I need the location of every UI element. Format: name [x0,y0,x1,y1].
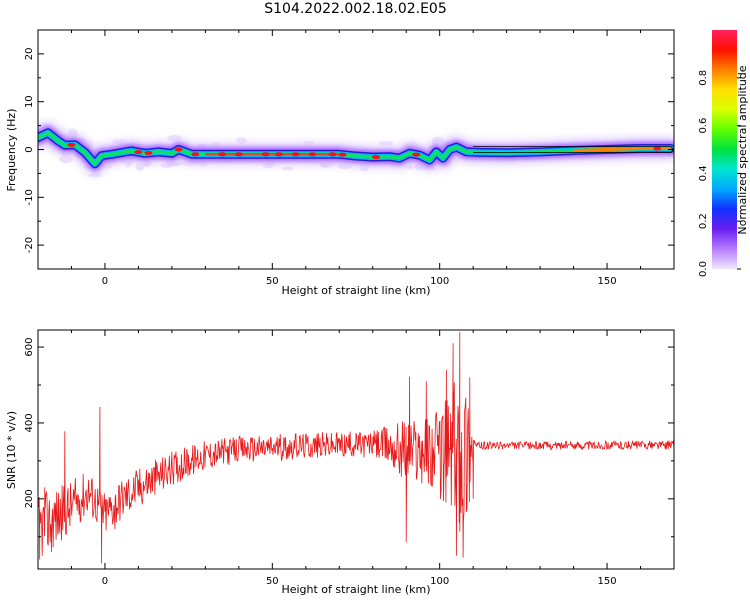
spectrogram-heatmap [38,120,674,178]
spectrogram-halo [378,141,394,146]
colorbar: 0.0 0.2 0.4 0.6 0.8 Normalized spectral ampl… [698,30,749,277]
spectrogram-hot-spot [174,147,183,152]
spectrogram-xtick-label: 0 [102,276,108,287]
spectrogram-hot-spot [412,152,421,157]
spectrogram-hot-spot [291,152,300,157]
snr-ytick-label: 600 [24,338,35,357]
spectrogram-ytick-label: -10 [24,189,35,205]
spectrogram-ytick-label: -20 [24,237,35,253]
snr-xtick-label: 100 [430,576,449,587]
spectrogram-hot-spot [372,155,381,160]
spectrogram-hot-spot [67,142,76,147]
colorbar-tick-label: 0.0 [698,261,709,277]
snr-series-line [38,331,674,564]
colorbar-label: Normalized spectral amplitude [736,65,749,234]
colorbar-tick-label: 0.6 [698,118,709,134]
colorbar-tick-label: 0.8 [698,70,709,86]
snr-ylabel: SNR (10 * v/v) [5,411,18,489]
spectrogram-hot-spot [191,152,200,157]
spectrogram-ylabel: Frequency (Hz) [5,109,18,192]
colorbar-tick-label: 0.4 [698,165,709,181]
snr-ytick-label: 200 [24,489,35,508]
spectrogram-hot-spot [218,152,227,157]
spectrogram-hot-spot [653,146,662,151]
spectrogram-xtick-label: 150 [598,276,617,287]
snr-xlabel: Height of straight line (km) [281,583,430,596]
spectrogram-xlabel: Height of straight line (km) [281,284,430,297]
snr-plot-area [38,330,674,569]
colorbar-ticks: 0.0 0.2 0.4 0.6 0.8 [698,70,741,277]
spectrogram-ytick-label: 10 [24,95,35,108]
snr-xtick-label: 150 [598,576,617,587]
spectrogram-ytick-label: 0 [24,146,35,152]
spectrogram-halo [59,155,73,164]
spectrogram-ytick-label: 20 [24,48,35,61]
spectrogram-hot-spot [261,152,270,157]
spectrogram-hot-spot [328,152,337,157]
spectrogram-frame [37,29,675,270]
snr-panel: 0 50 100 150 200 400 600 Height of straight li… [5,329,675,596]
snr-ytick-label: 400 [24,413,35,432]
colorbar-tick-label: 0.2 [698,213,709,229]
snr-xtick-label: 50 [266,576,279,587]
spectrogram-halo [281,166,294,171]
snr-ticks: 0 50 100 150 200 400 600 [24,330,675,587]
colorbar-ramp [712,30,737,269]
spectrogram-hot-spot [338,152,347,157]
figure-title: S104.2022.002.18.02.E05 [264,1,447,17]
spectrogram-hot-spot [275,152,284,157]
spectrogram-hot-spot [234,152,243,157]
spectrogram-hot-spot [144,150,153,155]
snr-xtick-label: 0 [102,576,108,587]
spectrogram-hot-spot [134,150,143,155]
spectrogram-panel: 0 50 100 150 -20 -10 0 10 20 Height of straight … [5,29,675,297]
snr-frame [37,329,675,570]
spectrogram-hot-spot [308,152,317,157]
spectrogram-xtick-label: 100 [430,276,449,287]
spectrogram-xtick-label: 50 [266,276,279,287]
